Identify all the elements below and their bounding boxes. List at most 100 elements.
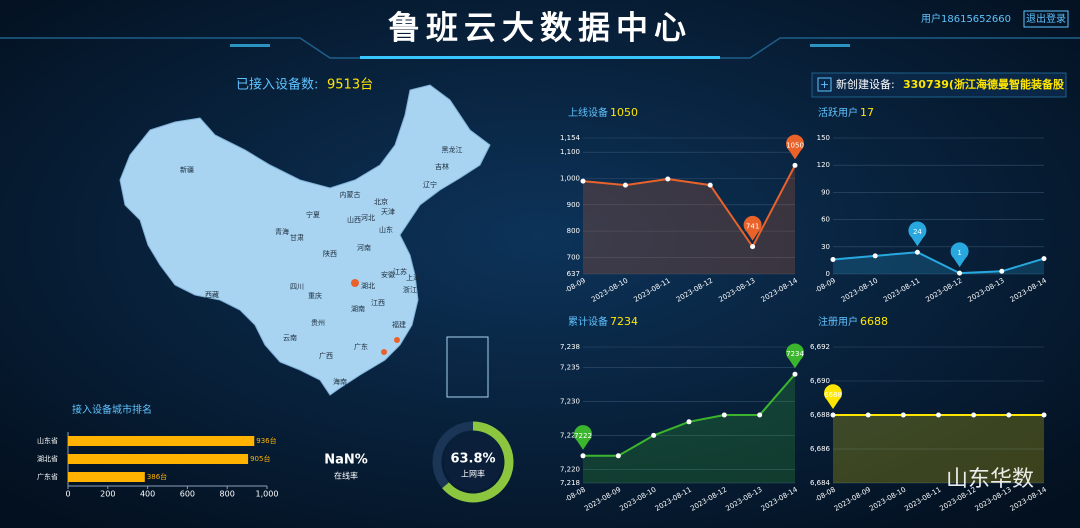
x-tick-label: 800 [220,490,235,499]
point [999,268,1005,274]
bar [68,454,249,464]
point [750,244,756,250]
pin-label: 6688 [824,391,842,399]
y-tick-label: 1,100 [560,148,580,156]
x-tick-label: 400 [140,490,155,499]
point [792,371,798,377]
value-label: 905台 [250,454,270,463]
province-label: 重庆 [308,291,322,300]
donut-label: 上网率 [461,469,485,479]
point [830,256,836,262]
y-tick-label: 湖北省 [37,454,58,463]
point [665,176,671,182]
pin-label: 1 [957,249,961,257]
donut-arc [442,421,514,503]
donut-value: 63.8% [450,452,495,467]
chart-title: 上线设备 [568,106,608,119]
point [865,412,871,418]
point [936,412,941,418]
map-marker [381,349,387,355]
bar [68,472,145,482]
y-tick-label: 120 [817,161,830,169]
connected-label: 已接入设备数: [236,77,318,93]
map-marker [351,279,359,287]
province-label: 吉林 [435,162,449,171]
x-tick-label: 0 [65,490,70,499]
y-tick-label: 1,000 [560,175,580,183]
y-tick-label: 6,684 [810,479,831,487]
point [686,419,692,425]
province-label: 陕西 [323,249,337,258]
y-tick-label: 900 [567,201,580,209]
pin [824,384,842,409]
area [583,165,795,274]
y-tick-label: 7,238 [560,343,580,351]
new-device-label: 新创建设备: [836,77,895,91]
chart-title: 活跃用户 [818,106,858,119]
y-tick-label: 山东省 [37,436,58,445]
y-tick-label: 7,218 [560,479,580,487]
pin [786,134,804,160]
x-tick-label: 200 [100,490,115,499]
province-label: 河北 [361,214,375,222]
point [1041,412,1047,418]
province-label: 安徽 [381,270,395,279]
area [583,374,795,483]
province-label: 河南 [357,243,371,252]
y-tick-label: 广东省 [37,472,58,481]
x-tick-label: 600 [180,490,195,499]
value-label: 936台 [256,436,276,445]
pin-label: 24 [913,228,922,236]
y-tick-label: 7,225 [560,431,580,439]
chart-title: 注册用户 [818,315,858,328]
page-title: 鲁班云大数据中心 [388,9,692,47]
province-label: 山西 [347,215,361,224]
point [757,412,763,418]
online-label: 在线率 [334,471,358,481]
user-name: 用户18615652660 [921,12,1011,25]
value-label: 386台 [147,472,167,481]
province-label: 云南 [283,333,297,342]
y-tick-label: 700 [567,253,580,261]
point [651,432,657,438]
y-tick-label: 637 [567,270,580,278]
point [957,270,963,276]
province-label: 海南 [333,377,347,386]
south-sea-inset [446,336,489,398]
y-tick-label: 90 [821,188,830,196]
new-device-box [811,72,1067,98]
y-tick-label: 6,690 [810,377,830,385]
y-tick-label: 1,154 [560,134,581,142]
province-label: 浙江 [403,285,417,294]
donut-inner [444,433,502,491]
logout-text[interactable]: 退出登录 [1026,12,1066,25]
logout-button[interactable] [1023,10,1069,28]
watermark: 山东华数 [946,467,1034,492]
y-tick-label: 800 [567,227,580,235]
point [622,182,628,188]
province-label: 宁夏 [306,210,320,219]
y-tick-label: 150 [817,134,830,142]
province-label: 上海 [406,273,420,282]
pin [908,221,927,247]
y-tick-label: 6,692 [810,343,830,351]
point [580,453,586,459]
point [707,182,713,188]
new-device-value: 330739(浙江海德曼智能装备股 [903,77,1065,91]
point [872,253,878,259]
y-tick-label: 6,688 [810,411,830,419]
province-label: 青海 [275,227,289,236]
pin [574,425,592,450]
pin [743,215,762,241]
province-label: 四川 [290,283,304,291]
point [1041,256,1047,262]
line [832,251,1045,275]
province-label: 广东 [354,342,368,351]
point [721,412,727,418]
point [615,453,621,459]
point [792,162,798,168]
point [830,412,836,418]
province-label: 贵州 [311,318,325,327]
area [833,415,1044,483]
